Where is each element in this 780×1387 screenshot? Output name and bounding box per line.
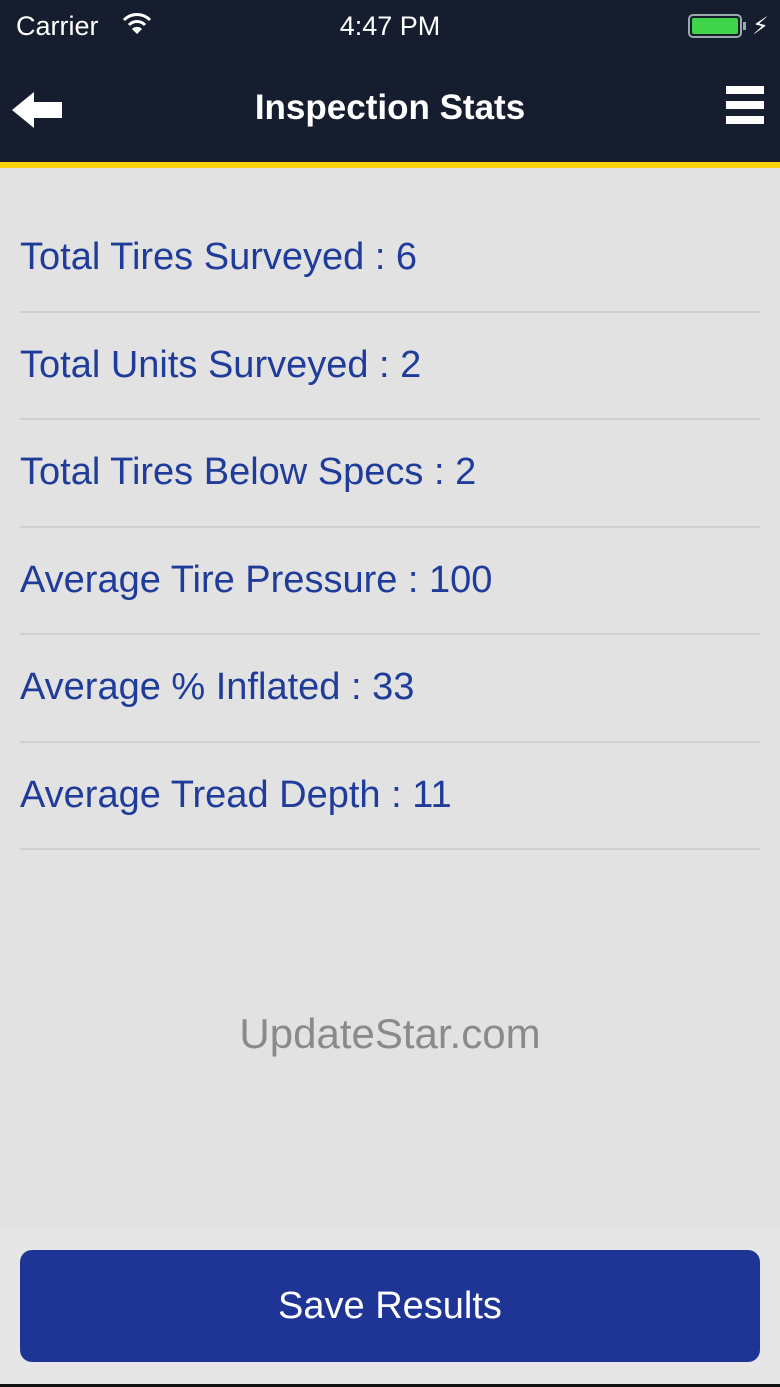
stat-avg-tread: Average Tread Depth : 11 (20, 743, 760, 850)
charging-icon: ⚡︎ (752, 13, 769, 40)
page-title: Inspection Stats (254, 88, 526, 127)
stat-avg-pressure: Average Tire Pressure : 100 (20, 528, 760, 635)
stat-tires-below-specs: Total Tires Below Specs : 2 (20, 420, 760, 528)
battery-tip (743, 22, 746, 30)
accent-divider (0, 162, 780, 168)
bottom-edge (0, 1384, 780, 1387)
stat-label: Average Tire Pressure : 100 (20, 558, 493, 601)
arrow-left-icon[interactable] (10, 90, 64, 130)
save-results-button[interactable]: Save Results (20, 1250, 760, 1362)
stat-label: Average Tread Depth : 11 (20, 773, 452, 816)
status-bar: Carrier 4:47 PM ⚡︎ (0, 0, 780, 52)
battery-icon (688, 14, 742, 38)
stat-avg-inflated: Average % Inflated : 33 (20, 635, 760, 743)
clock: 4:47 PM (339, 11, 441, 41)
stat-total-tires: Total Tires Surveyed : 6 (20, 205, 760, 313)
stats-list: Total Tires Surveyed : 6 Total Units Sur… (20, 205, 760, 850)
stat-total-units: Total Units Surveyed : 2 (20, 313, 760, 420)
stat-label: Total Units Surveyed : 2 (20, 343, 422, 386)
stat-label: Average % Inflated : 33 (20, 666, 415, 709)
stat-label: Total Tires Below Specs : 2 (20, 451, 477, 494)
wifi-icon (122, 13, 152, 34)
stat-label: Total Tires Surveyed : 6 (20, 236, 418, 279)
nav-bar: Inspection Stats (0, 52, 780, 162)
carrier-label: Carrier (16, 11, 99, 41)
watermark: UpdateStar.com (239, 1010, 541, 1057)
hamburger-menu-icon[interactable] (726, 86, 764, 131)
